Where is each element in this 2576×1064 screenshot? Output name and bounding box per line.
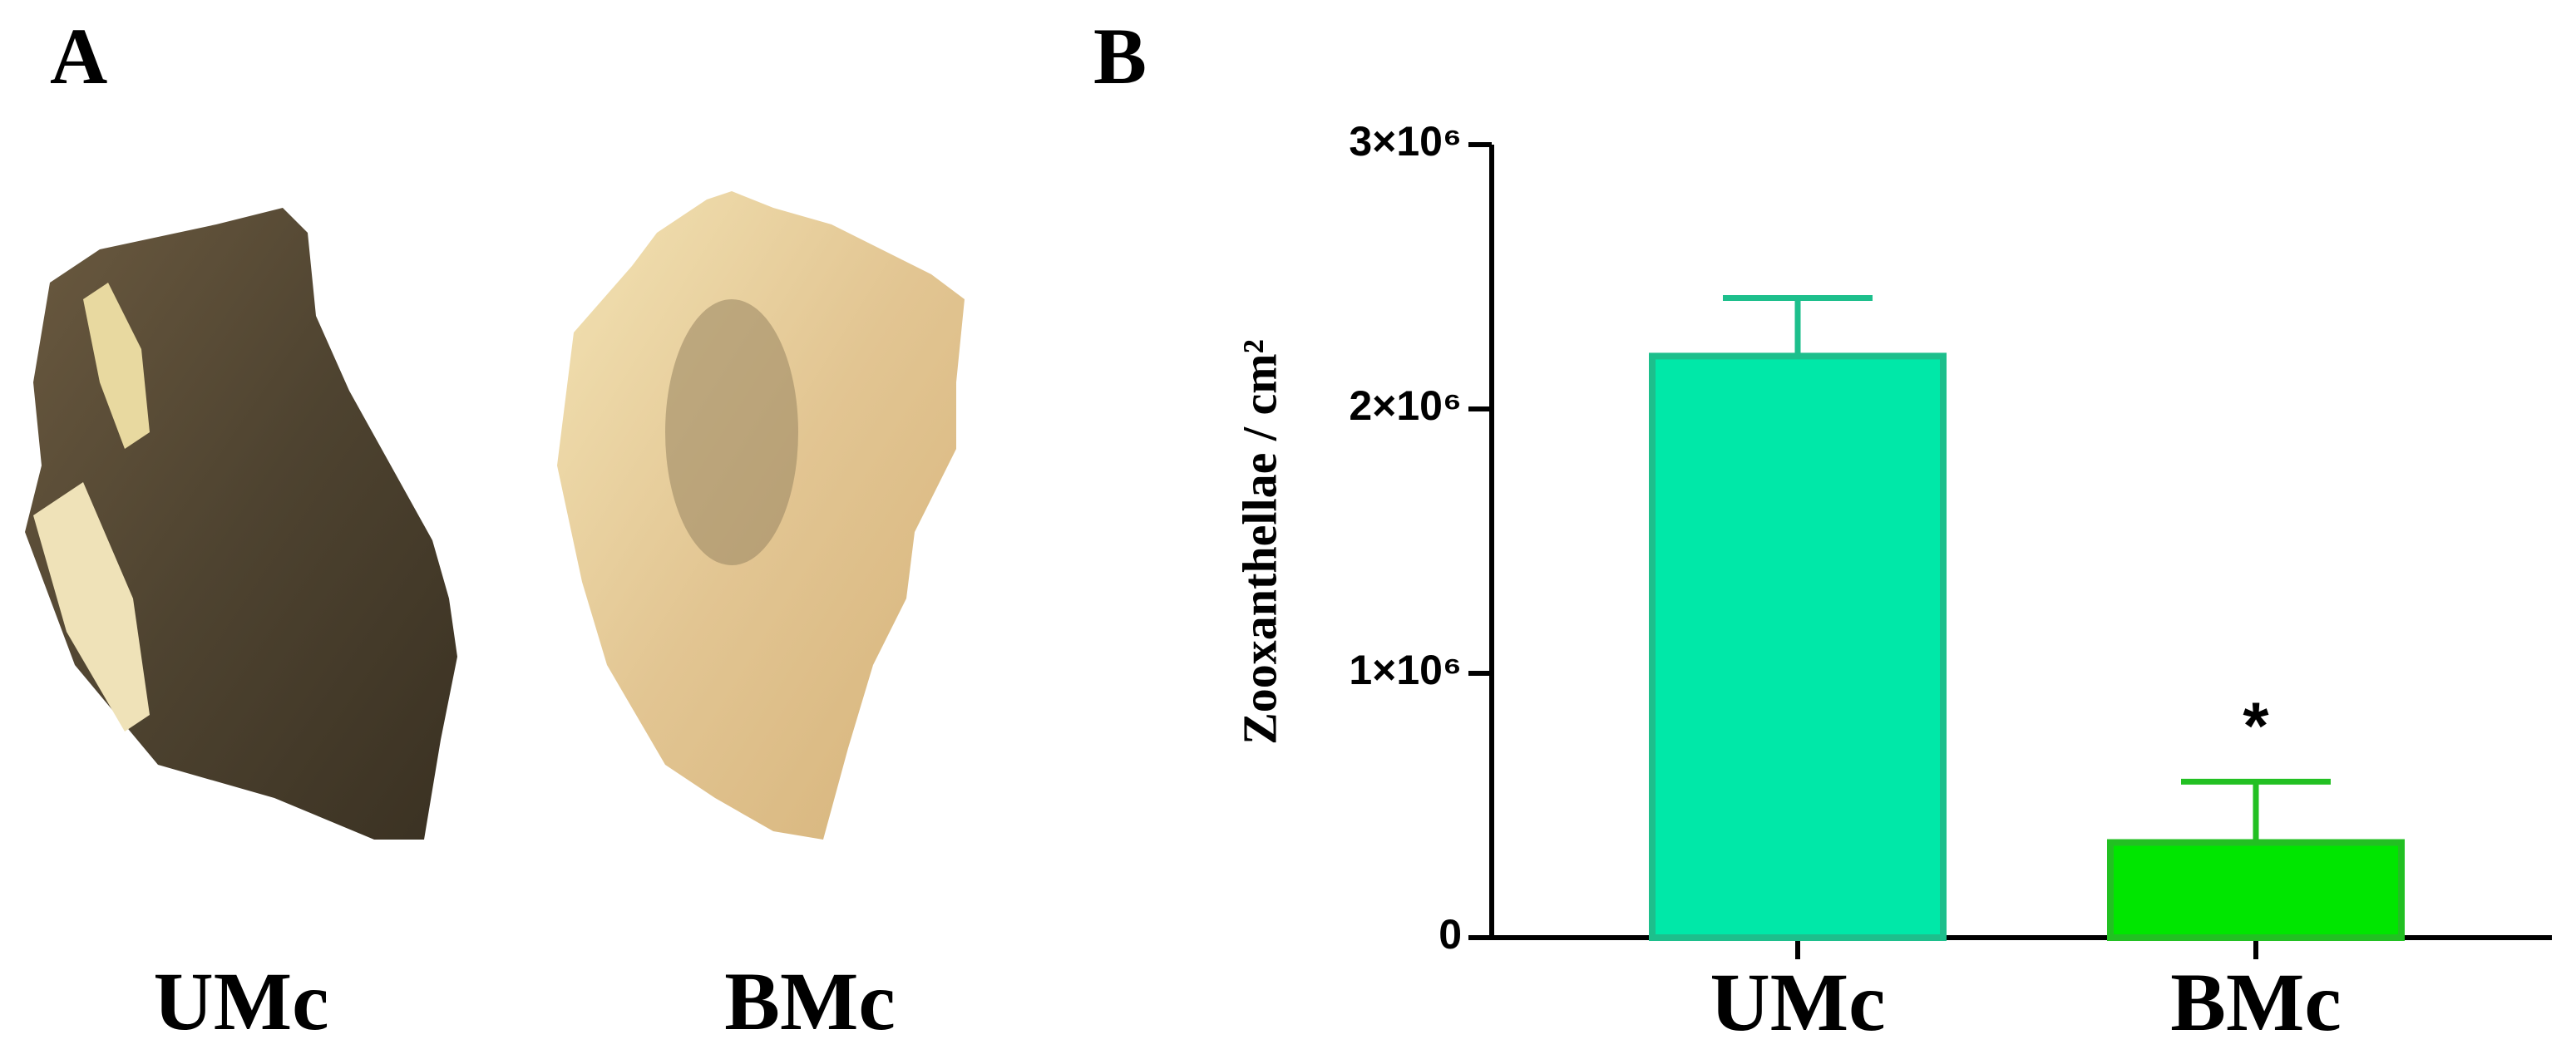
bar (2107, 839, 2405, 942)
photo-label: BMc (724, 955, 895, 1047)
significance-mark: * (2243, 688, 2269, 762)
photo-shading (665, 299, 798, 565)
photo-highlight (83, 283, 150, 449)
panel-label: B (1093, 12, 1147, 101)
y-tick-label: 2×10⁶ (1349, 382, 1462, 429)
panel-label: A (50, 12, 107, 101)
y-tick-label: 0 (1439, 911, 1462, 958)
photo-label: UMc (154, 955, 329, 1047)
y-tick-label: 1×10⁶ (1349, 647, 1462, 693)
y-axis-label: Zooxanthellae / cm² (1232, 339, 1286, 745)
x-tick-label: UMc (1710, 956, 1886, 1048)
photo-highlight (33, 482, 150, 732)
x-tick-label: BMc (2170, 956, 2341, 1048)
bar (1649, 352, 1947, 941)
y-tick-label: 3×10⁶ (1349, 118, 1462, 165)
